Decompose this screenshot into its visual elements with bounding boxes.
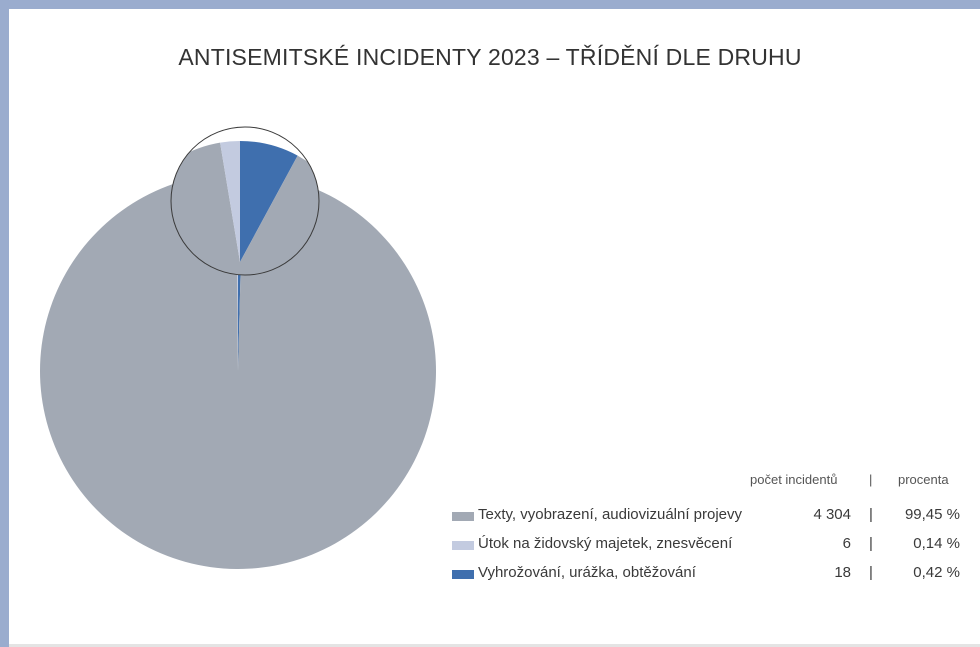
legend-swatch (452, 512, 474, 521)
legend-label: Útok na židovský majetek, znesvěcení (478, 535, 733, 552)
legend-row: Útok na židovský majetek, znesvěcení 6 |… (420, 535, 960, 557)
legend-label: Texty, vyobrazení, audiovizuální projevy (478, 506, 743, 523)
zoom-inset-outline (170, 126, 320, 276)
legend-separator: | (869, 506, 873, 523)
legend-swatch (452, 570, 474, 579)
legend-separator: | (869, 564, 873, 581)
legend-separator: | (869, 535, 873, 552)
legend-row: Vyhrožování, urážka, obtěžování 18 | 0,4… (420, 564, 960, 586)
legend-count: 18 (834, 564, 851, 581)
legend-count: 6 (842, 535, 851, 552)
legend-header-separator: | (869, 472, 873, 487)
legend-count: 4 304 (813, 506, 851, 523)
legend-percent: 99,45 % (904, 506, 960, 523)
inset-slice-property-attack (220, 141, 240, 262)
legend-header-percent: procenta (898, 472, 949, 487)
legend-percent: 0,14 % (913, 535, 960, 552)
inset-slice-threats (240, 141, 298, 262)
pie-slice-texts (40, 173, 437, 569)
legend-row: Texty, vyobrazení, audiovizuální projevy… (420, 506, 960, 528)
legend-swatch (452, 541, 474, 550)
legend-label: Vyhrožování, urážka, obtěžování (478, 564, 696, 581)
chart-title: ANTISEMITSKÉ INCIDENTY 2023 – TŘÍDĚNÍ DL… (178, 44, 802, 70)
legend-percent: 0,42 % (913, 564, 960, 581)
legend-header-count: počet incidentů (750, 472, 838, 487)
frame-bottom-edge (9, 644, 980, 647)
